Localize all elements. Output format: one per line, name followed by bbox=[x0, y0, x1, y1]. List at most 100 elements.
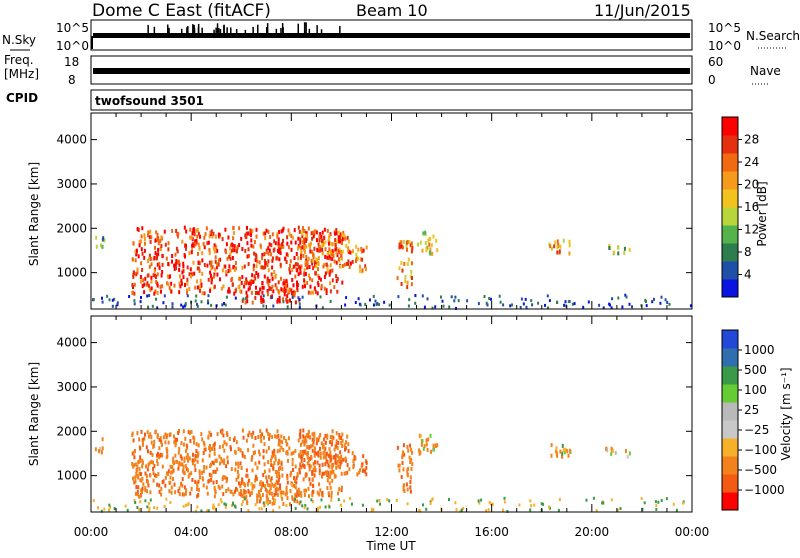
echo-cell bbox=[224, 475, 227, 480]
echo-cell bbox=[174, 443, 177, 448]
echo-cell bbox=[598, 303, 601, 307]
echo-cell bbox=[140, 247, 143, 252]
echo-cell bbox=[208, 234, 211, 239]
echo-cell bbox=[183, 485, 186, 490]
echo-cell bbox=[234, 489, 236, 494]
nsky-spike bbox=[252, 26, 254, 33]
echo-cell bbox=[230, 504, 233, 508]
echo-cell bbox=[331, 478, 334, 483]
colorbar-segment bbox=[722, 384, 738, 403]
echo-cell bbox=[329, 485, 332, 490]
echo-cell bbox=[341, 432, 344, 437]
echo-cell bbox=[296, 262, 299, 267]
station-title: Dome C East (fitACF) bbox=[92, 1, 271, 21]
echo-cell bbox=[98, 449, 100, 454]
echo-cell bbox=[340, 440, 343, 445]
echo-cell bbox=[251, 434, 254, 439]
echo-cell bbox=[181, 239, 184, 244]
echo-cell bbox=[362, 454, 365, 459]
echo-cell bbox=[595, 509, 598, 512]
y-tick-label: 3000 bbox=[56, 177, 87, 191]
echo-cell bbox=[278, 448, 281, 453]
echo-cell bbox=[267, 259, 270, 264]
colorbar-segment bbox=[722, 207, 738, 226]
echo-cell bbox=[328, 447, 331, 452]
echo-cell bbox=[295, 493, 298, 498]
echo-cell bbox=[234, 296, 237, 300]
echo-cell bbox=[315, 451, 318, 456]
echo-cell bbox=[180, 278, 183, 283]
echo-cell bbox=[255, 475, 258, 480]
echo-cell bbox=[251, 300, 254, 305]
echo-cell bbox=[136, 489, 139, 494]
echo-cell bbox=[273, 239, 276, 244]
echo-cell bbox=[409, 485, 412, 490]
echo-cell bbox=[313, 230, 316, 235]
echo-cell bbox=[214, 488, 217, 493]
echo-cell bbox=[150, 460, 153, 465]
echo-cell bbox=[284, 288, 287, 293]
echo-cell bbox=[227, 235, 230, 240]
echo-cell bbox=[335, 260, 338, 265]
echo-cell bbox=[269, 486, 272, 491]
echo-cell bbox=[318, 245, 321, 250]
echo-cell bbox=[409, 460, 412, 464]
echo-cell bbox=[266, 276, 269, 281]
echo-cell bbox=[401, 455, 404, 460]
echo-cell bbox=[213, 274, 215, 279]
echo-cell bbox=[406, 487, 409, 492]
echo-cell bbox=[448, 305, 451, 309]
echo-cell bbox=[269, 458, 272, 463]
echo-cell bbox=[180, 462, 182, 467]
echo-cell bbox=[404, 279, 407, 284]
echo-cell bbox=[317, 262, 320, 267]
echo-cell bbox=[331, 249, 334, 254]
echo-cell bbox=[286, 480, 289, 485]
echo-cell bbox=[306, 507, 309, 511]
echo-cell bbox=[177, 234, 179, 239]
echo-cell bbox=[339, 235, 342, 240]
echo-cell bbox=[178, 446, 181, 451]
echo-cell bbox=[337, 440, 340, 445]
echo-cell bbox=[654, 500, 657, 504]
echo-cell bbox=[157, 472, 160, 477]
echo-cell bbox=[262, 473, 265, 477]
echo-cell bbox=[256, 496, 259, 501]
echo-cell bbox=[146, 294, 149, 298]
echo-cell bbox=[155, 474, 158, 478]
echo-cell bbox=[285, 260, 288, 264]
echo-cell bbox=[409, 489, 412, 494]
echo-cell bbox=[165, 497, 168, 501]
echo-cell bbox=[410, 282, 413, 287]
echo-cell bbox=[666, 301, 669, 304]
echo-cell bbox=[161, 284, 164, 289]
echo-cell bbox=[217, 258, 220, 263]
echo-cell bbox=[247, 448, 250, 453]
echo-cell bbox=[189, 227, 192, 232]
echo-cell bbox=[289, 298, 291, 303]
echo-cell bbox=[102, 236, 105, 241]
echo-cell bbox=[555, 451, 558, 456]
echo-cell bbox=[278, 475, 281, 480]
echo-cell bbox=[286, 294, 289, 299]
echo-cell bbox=[411, 276, 413, 280]
echo-cell bbox=[235, 249, 238, 254]
echo-cell bbox=[198, 246, 201, 251]
echo-cell bbox=[258, 460, 261, 465]
echo-cell bbox=[362, 248, 365, 253]
echo-cell bbox=[216, 272, 219, 277]
echo-cell bbox=[237, 464, 240, 469]
echo-cell bbox=[303, 506, 306, 510]
echo-cell bbox=[263, 252, 266, 257]
echo-cell bbox=[276, 299, 279, 304]
echo-cell bbox=[185, 467, 188, 472]
echo-cell bbox=[149, 229, 152, 234]
echo-cell bbox=[397, 295, 400, 299]
echo-cell bbox=[207, 434, 210, 439]
echo-cell bbox=[300, 442, 302, 447]
echo-cell bbox=[564, 447, 567, 452]
echo-cell bbox=[243, 454, 246, 459]
echo-cell bbox=[436, 443, 439, 448]
